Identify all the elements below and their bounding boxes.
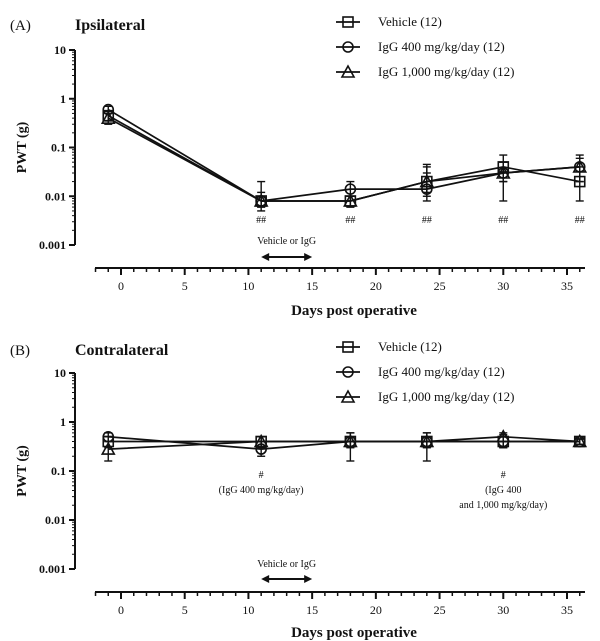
y-axis-label: PWT (g) (15, 445, 30, 497)
data-point (495, 429, 511, 443)
series-square (102, 109, 586, 212)
series-line (108, 435, 580, 450)
x-axis-label: Days post operative (291, 303, 417, 319)
series-line (107, 117, 580, 202)
x-axis-label: Days post operative (291, 625, 417, 641)
y-axis-label: PWT (g) (15, 121, 30, 173)
legend-marker (342, 366, 354, 378)
y-tick-label: 1 (60, 92, 66, 106)
x-tick-label: 15 (306, 603, 318, 617)
legend-marker (340, 64, 356, 78)
data-point (419, 433, 435, 448)
legend-label: IgG 400 mg/kg/day (12) (378, 39, 505, 54)
series-circle (102, 103, 586, 208)
legend-marker (340, 389, 356, 403)
treatment-arrow-head-right (304, 575, 313, 583)
y-tick-label: 0.01 (45, 189, 66, 203)
significance-annotation: ## (422, 215, 432, 226)
y-tick-label: 1 (60, 415, 66, 429)
data-point (253, 193, 269, 207)
legend-label: Vehicle (12) (378, 14, 442, 29)
legend-label: IgG 400 mg/kg/day (12) (378, 364, 505, 379)
treatment-arrow-head-right (304, 253, 313, 261)
significance-annotation: ## (345, 215, 355, 226)
treatment-label: Vehicle or IgG (257, 559, 316, 570)
y-tick-label: 10 (54, 43, 66, 57)
data-point (253, 433, 269, 448)
legend-label: IgG 1,000 mg/kg/day (12) (378, 64, 514, 79)
treatment-label: Vehicle or IgG (257, 236, 316, 247)
x-tick-label: 0 (118, 603, 124, 617)
data-point (572, 433, 588, 448)
x-tick-label: 10 (242, 279, 254, 293)
legend-label: Vehicle (12) (378, 339, 442, 354)
legend-item: IgG 400 mg/kg/day (12) (336, 39, 505, 54)
y-tick-label: 0.01 (45, 513, 66, 527)
significance-annotation: ## (575, 215, 585, 226)
series-line (107, 114, 580, 202)
data-point (100, 441, 116, 455)
legend-item: IgG 400 mg/kg/day (12) (336, 364, 505, 379)
data-point (343, 433, 358, 448)
x-tick-label: 20 (370, 279, 382, 293)
data-point (100, 110, 116, 124)
legend-marker (342, 341, 354, 353)
series-circle (102, 430, 586, 457)
y-tick-label: 10 (54, 366, 66, 380)
legend-label: IgG 1,000 mg/kg/day (12) (378, 389, 514, 404)
x-tick-label: 30 (497, 603, 509, 617)
data-point (419, 173, 435, 188)
y-tick-label: 0.001 (39, 562, 66, 576)
x-tick-label: 30 (497, 279, 509, 293)
x-tick-label: 10 (242, 603, 254, 617)
x-tick-label: 5 (182, 279, 188, 293)
panel-letter: (A) (10, 18, 31, 34)
significance-annotation: and 1,000 mg/kg/day) (459, 500, 547, 511)
x-tick-label: 20 (370, 603, 382, 617)
panel-b: (B) Contralateral 0.001 0.01 0.1 1 10 PWT (g) 0 5… (10, 339, 588, 641)
data-point (343, 193, 358, 207)
x-tick-label: 15 (306, 279, 318, 293)
x-tick-label: 5 (182, 603, 188, 617)
significance-annotation: # (259, 470, 264, 481)
legend-item: IgG 1,000 mg/kg/day (12) (336, 389, 514, 404)
significance-annotation: (IgG 400 mg/kg/day) (219, 485, 304, 496)
treatment-arrow-head-left (261, 253, 270, 261)
y-tick-label: 0.1 (51, 464, 66, 478)
x-tick-label: 35 (561, 603, 573, 617)
data-point (572, 159, 588, 173)
series-triangle (100, 429, 588, 462)
significance-annotation: # (501, 470, 506, 481)
y-tick-label: 0.001 (39, 238, 66, 252)
legend-marker (342, 16, 354, 28)
x-tick-label: 25 (434, 279, 446, 293)
x-tick-label: 25 (434, 603, 446, 617)
significance-annotation: ## (256, 215, 266, 226)
legend-item: Vehicle (12) (336, 339, 442, 354)
series-triangle (100, 110, 588, 208)
panel-title: Contralateral (75, 342, 169, 359)
panel-a: (A) Ipsilateral 0.001 0.01 0.1 1 10 PWT (g) 0 5 10… (10, 14, 588, 319)
data-point (495, 165, 511, 179)
x-tick-label: 0 (118, 279, 124, 293)
x-tick-label: 35 (561, 279, 573, 293)
legend-item: IgG 1,000 mg/kg/day (12) (336, 64, 514, 79)
legend-marker (342, 41, 354, 53)
significance-annotation: (IgG 400 (485, 485, 521, 496)
panel-letter: (B) (10, 343, 30, 359)
significance-annotation: ## (498, 215, 508, 226)
treatment-arrow-head-left (261, 575, 270, 583)
panel-title: Ipsilateral (75, 17, 146, 34)
y-tick-label: 0.1 (51, 141, 66, 155)
legend-item: Vehicle (12) (336, 14, 442, 29)
